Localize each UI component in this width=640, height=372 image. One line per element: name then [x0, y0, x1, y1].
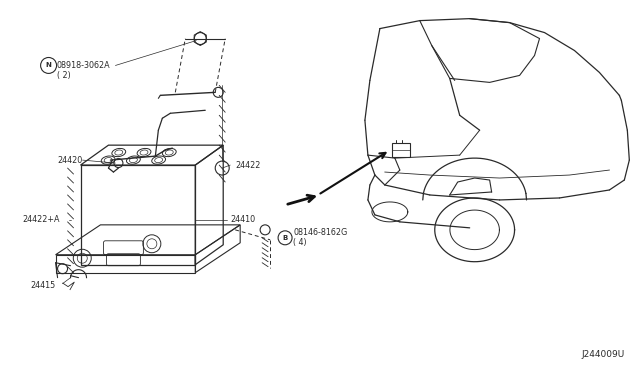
Text: ( 2): ( 2) [56, 71, 70, 80]
Text: B: B [282, 235, 288, 241]
Text: 08146-8162G: 08146-8162G [293, 228, 348, 237]
Text: 24420: 24420 [57, 155, 83, 164]
Text: ( 4): ( 4) [293, 238, 307, 247]
Text: 24422+A: 24422+A [22, 215, 60, 224]
Text: 08918-3062A: 08918-3062A [56, 61, 110, 70]
Text: J244009U: J244009U [581, 350, 625, 359]
Text: N: N [45, 62, 52, 68]
Text: 24410: 24410 [230, 215, 255, 224]
Text: 24422: 24422 [235, 161, 260, 170]
Text: 24415: 24415 [31, 281, 56, 290]
